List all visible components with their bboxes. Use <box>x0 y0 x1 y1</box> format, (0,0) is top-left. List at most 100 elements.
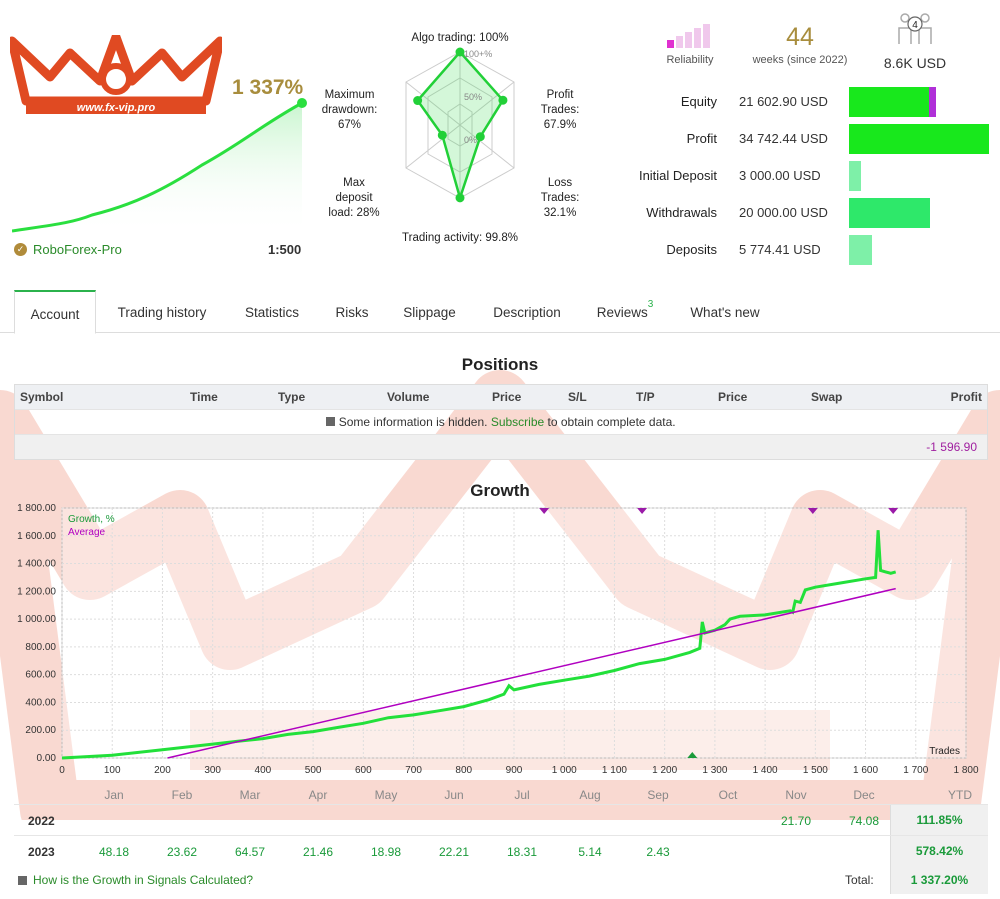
month-value: 74.08 <box>848 814 880 828</box>
stat-label: Withdrawals <box>646 205 717 220</box>
radar-algo-label: Algo trading: 100% <box>411 32 509 44</box>
stat-row: Withdrawals 20 000.00 USD <box>600 198 1000 228</box>
average-line <box>167 587 896 759</box>
positions-header: Symbol Time Type Volume Price S/L T/P Pr… <box>15 385 987 409</box>
legend-average: Average <box>68 527 106 538</box>
month-header: Nov <box>785 788 807 802</box>
positions-total-profit: -1 596.90 <box>15 434 987 459</box>
tab-statistics[interactable]: Statistics <box>244 305 299 320</box>
stat-bar <box>849 124 989 154</box>
y-tick-label: 1 200.00 <box>17 586 56 597</box>
radar-profit-label: Profit Trades: 67.9% <box>540 89 580 131</box>
stat-bar <box>849 161 861 191</box>
radar-point-algo <box>455 47 465 57</box>
y-tick-label: 400.00 <box>25 697 56 708</box>
x-tick-label: 1 300 <box>702 765 727 776</box>
tab-trading-history[interactable]: Trading history <box>117 305 207 320</box>
x-tick-label: 400 <box>255 765 272 776</box>
row-year: 2023 <box>28 845 55 859</box>
y-tick-label: 1 600.00 <box>17 531 56 542</box>
x-tick-label: 100 <box>104 765 121 776</box>
leverage: 1:500 <box>268 242 302 257</box>
stat-label: Profit <box>686 131 717 146</box>
y-tick-label: 1 400.00 <box>17 559 56 570</box>
tab-whats-new[interactable]: What's new <box>690 305 760 320</box>
radar-drawdown-label: Maximum drawdown: 67% <box>321 89 378 131</box>
month-header: Jan <box>104 788 124 802</box>
month-header: May <box>374 788 398 802</box>
mini-growth-chart <box>12 98 307 235</box>
x-tick-label: 1 600 <box>853 765 878 776</box>
x-tick-label: 1 200 <box>652 765 677 776</box>
stat-value: 21 602.90 USD <box>739 94 828 109</box>
row-year: 2022 <box>28 814 55 828</box>
stat-row: Deposits 5 774.41 USD <box>600 235 1000 265</box>
radar-point-deposit <box>437 130 447 140</box>
stat-row: Profit 34 742.44 USD <box>600 124 1000 154</box>
x-tick-label: 1 100 <box>602 765 627 776</box>
month-value: 23.62 <box>166 845 198 859</box>
month-value: 21.46 <box>302 845 334 859</box>
x-tick-label: 500 <box>305 765 322 776</box>
weeks-widget: 44 weeks (since 2022) <box>745 22 855 66</box>
event-marker-top <box>807 508 818 514</box>
total-growth: 1 337% <box>232 76 304 99</box>
y-tick-label: 1 000.00 <box>17 614 56 625</box>
x-tick-label: 600 <box>355 765 372 776</box>
positions-title: Positions <box>461 355 539 374</box>
radar-ring-0: 0% <box>464 135 477 145</box>
equity-marker <box>929 87 936 117</box>
reliability-label: Reliability <box>666 54 714 66</box>
tab-risks[interactable]: Risks <box>335 305 369 320</box>
growth-help-link[interactable]: How is the Growth in Signals Calculated? <box>18 873 253 887</box>
stat-bar <box>849 87 936 117</box>
radar-deposit-label: Max deposit load: 28% <box>328 177 380 219</box>
month-value: 21.70 <box>780 814 812 828</box>
x-tick-label: 1 800 <box>953 765 978 776</box>
broker-link[interactable]: ✓ RoboForex-Pro <box>14 242 122 257</box>
month-value: 22.21 <box>438 845 470 859</box>
growth-line <box>61 530 897 760</box>
month-header: Sep <box>647 788 669 802</box>
positions-table: Symbol Time Type Volume Price S/L T/P Pr… <box>14 384 988 460</box>
radar-ring-50: 50% <box>464 92 482 102</box>
help-icon <box>18 875 27 885</box>
radar-point-drawdown <box>413 96 423 106</box>
weeks-value: 44 <box>786 23 814 51</box>
event-marker-bottom <box>687 752 698 758</box>
stat-value: 34 742.44 USD <box>739 131 828 146</box>
subscribers-funds: 8.6K USD <box>883 55 947 71</box>
radar-point-profit <box>498 95 508 105</box>
growth-chart: 0 100 200 300 400 500 600 700 800 900 1 000 1 100 1 … <box>17 503 979 776</box>
fx-vip-logo: www.fx-vip.pro <box>10 35 222 114</box>
reliability-bars-icon <box>667 24 710 48</box>
tab-slippage[interactable]: Slippage <box>403 305 456 320</box>
month-value: 5.14 <box>578 845 602 859</box>
month-value: 18.31 <box>506 845 538 859</box>
y-tick-label: 1 800.00 <box>17 503 56 514</box>
x-tick-label: 200 <box>154 765 171 776</box>
tab-description[interactable]: Description <box>493 305 561 320</box>
legend-growth: Growth, % <box>68 514 115 525</box>
tab-account[interactable]: Account <box>14 290 96 334</box>
reliability-widget: Reliability <box>660 22 720 66</box>
broker-name: RoboForex-Pro <box>33 242 122 257</box>
monthly-row: 2022 21.70 74.08 111.85% <box>14 804 988 835</box>
subscribe-link[interactable]: Subscribe <box>490 415 545 429</box>
subscribers-count: 4 <box>912 20 918 31</box>
month-header: Mar <box>239 788 261 802</box>
tab-reviews[interactable]: Reviews3 <box>596 299 654 320</box>
svg-text:www.fx-vip.pro: www.fx-vip.pro <box>77 102 156 114</box>
stat-value: 5 774.41 USD <box>739 242 821 257</box>
month-header: Apr <box>308 788 328 802</box>
x-tick-label: 900 <box>506 765 523 776</box>
month-header: Dec <box>853 788 875 802</box>
stat-bar <box>849 235 872 265</box>
x-tick-label: 1 000 <box>552 765 577 776</box>
x-tick-label: 300 <box>204 765 221 776</box>
subscribers-icon: 4 <box>898 13 932 44</box>
month-value: 18.98 <box>370 845 402 859</box>
x-tick-label: 700 <box>405 765 422 776</box>
y-tick-label: 800.00 <box>25 642 56 653</box>
tab-bar: Account Trading history Statistics Risks… <box>0 290 1000 334</box>
